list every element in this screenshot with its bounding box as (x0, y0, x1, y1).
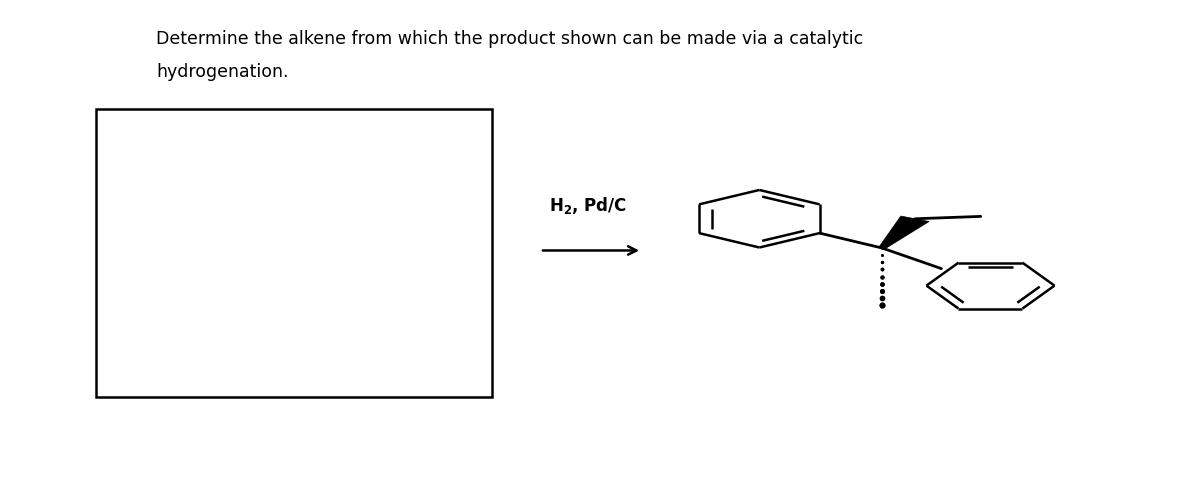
Bar (96, 109, 492, 397)
Text: hydrogenation.: hydrogenation. (156, 63, 288, 81)
Text: $\mathbf{H_2}$, Pd/C: $\mathbf{H_2}$, Pd/C (548, 195, 628, 216)
Text: Determine the alkene from which the product shown can be made via a catalytic: Determine the alkene from which the prod… (156, 30, 863, 48)
Polygon shape (878, 216, 929, 248)
